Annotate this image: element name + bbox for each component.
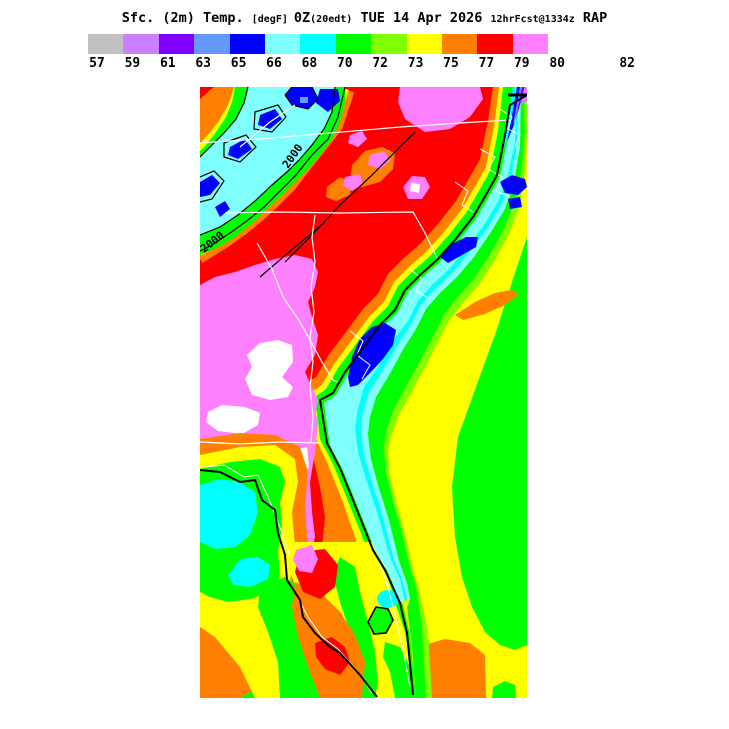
pink-spot (343, 174, 363, 191)
plot-title-part: 0Z (293, 10, 311, 26)
legend-label-65: 65 (230, 56, 247, 71)
legend-label-72: 72 (372, 56, 389, 71)
legend-label-79: 79 (513, 56, 530, 71)
florida-green-ridge (333, 557, 378, 698)
legend-swatch-65 (229, 34, 265, 54)
legend-label-61: 61 (159, 56, 176, 71)
legend-label-70: 70 (336, 56, 353, 71)
offshore-green-band (368, 87, 525, 698)
coastal-blue-pool-north2 (508, 197, 522, 209)
plot-title: Sfc. (2m) Temp. [degF] 0Z(20edt) TUE 14 … (0, 7, 729, 26)
pink-area-northeast (398, 87, 483, 132)
plot-title-part: [degF] (251, 14, 294, 25)
legend-swatch-61 (158, 34, 195, 54)
mountain-blue-pocket (228, 139, 252, 159)
legend-swatch-72 (371, 34, 407, 54)
ocean-orange-streak (455, 290, 518, 320)
florida-se-green-strip (383, 642, 415, 698)
elevation-contours (200, 87, 416, 278)
state-borders (200, 104, 511, 445)
white-hot-area (206, 405, 260, 434)
legend-swatch-73 (406, 34, 442, 54)
legend-swatch-80 (548, 34, 619, 54)
temperature-map: 2000 2000 (200, 87, 527, 698)
legend-swatch-57 (88, 34, 124, 54)
legend-swatch-79 (512, 34, 549, 54)
mountain-blue-pocket (200, 175, 220, 197)
florida-pink-patch (293, 545, 318, 573)
plot-title-part: (20edt) (310, 14, 353, 25)
temperature-map-canvas: 2000 2000 (200, 87, 527, 698)
legend-swatch-68 (300, 34, 336, 54)
legend-label-82: 82 (619, 56, 636, 71)
legend-label-63: 63 (195, 56, 212, 71)
coastal-blue-pool-north (500, 175, 527, 195)
legend-label-68: 68 (301, 56, 318, 71)
plot-title-part: RAP (574, 10, 608, 26)
lake-okeechobee (367, 606, 394, 635)
ocean-green-spot (492, 681, 516, 698)
legend-label-57: 57 (89, 56, 105, 71)
legend-swatch-66 (265, 34, 301, 54)
ocean-far-green (452, 237, 527, 650)
gulf-cyan-patch-2 (228, 557, 270, 587)
legend-swatch-70 (335, 34, 372, 54)
florida-cyan-spot (377, 590, 399, 608)
legend-label-66: 66 (266, 56, 282, 71)
plot-title-part: TUE 14 Apr 2026 (352, 10, 491, 26)
legend-swatch-63 (194, 34, 230, 54)
plot-title-part: Sfc. (2m) Temp. (121, 10, 252, 26)
coastal-blue-pool-mid (440, 237, 478, 263)
mountain-ltcyan-core (200, 87, 335, 235)
white-hot-hole (410, 183, 420, 193)
legend-label-77: 77 (478, 56, 495, 71)
bottom-orange-offshore (415, 639, 486, 698)
snow-cornflower-spot (300, 97, 308, 103)
gulf-bottom-yellow-stripe (200, 602, 295, 698)
mountain-blue-pocket (258, 109, 282, 129)
pink-spot (368, 151, 390, 169)
nw-orange-band (200, 87, 234, 143)
florida-red-patch-2 (315, 637, 350, 675)
legend-label-59: 59 (124, 56, 141, 71)
gulf-coastline (200, 469, 378, 698)
white-hot-area (245, 340, 293, 400)
legend-swatch-75 (442, 34, 478, 54)
legend-swatch-77 (477, 34, 513, 54)
legend-swatch-59 (123, 34, 159, 54)
pink-spot (348, 131, 367, 147)
atlantic-coastline (318, 94, 527, 696)
mountain-blue-pocket (215, 201, 230, 217)
legend-label-80: 80 (549, 56, 566, 71)
legend-label-75: 75 (443, 56, 459, 71)
gulf-cyan-patch (200, 479, 258, 549)
coastline (200, 93, 527, 698)
legend-label-73: 73 (407, 56, 424, 71)
plot-title-part: 12hrFcst@1334z (490, 14, 575, 25)
